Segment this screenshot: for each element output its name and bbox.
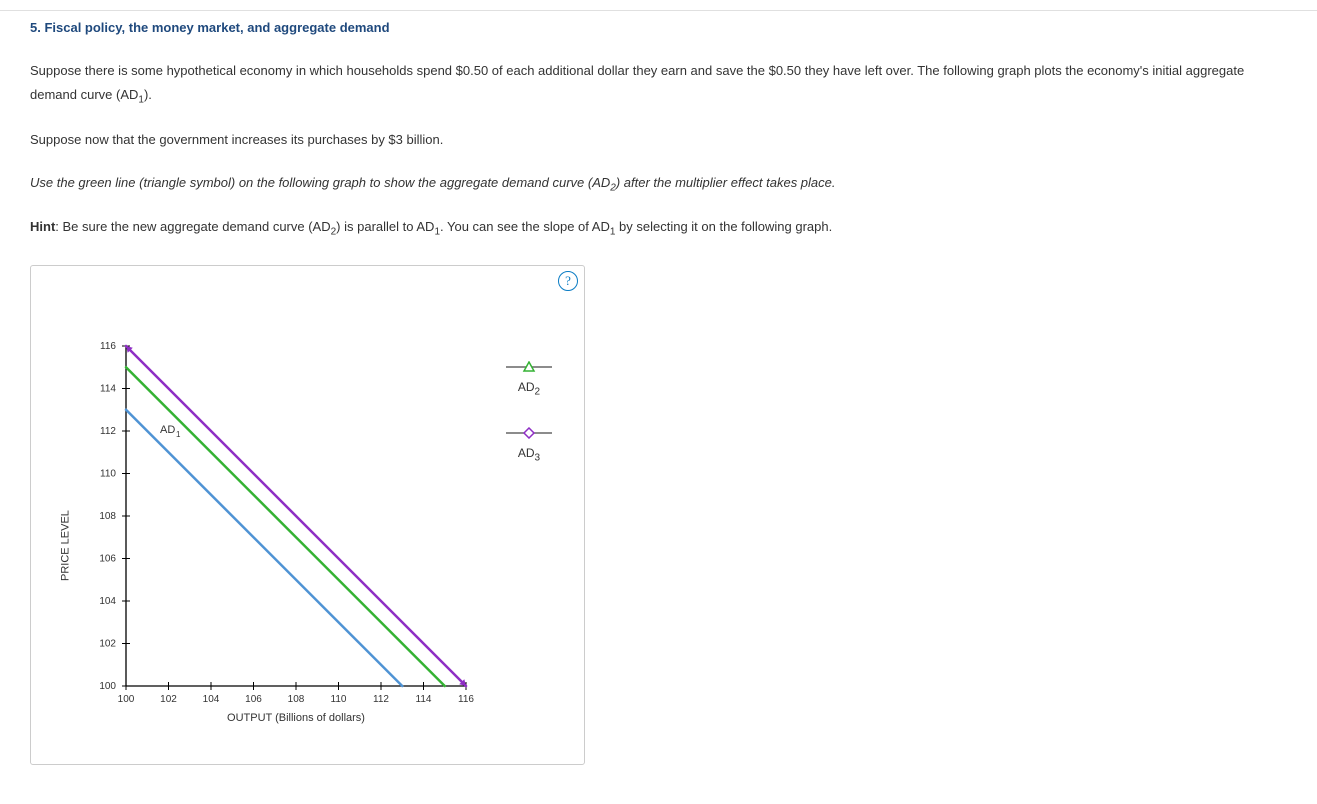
- hint-sym3: AD1: [592, 219, 616, 234]
- svg-text:102: 102: [160, 694, 177, 705]
- paragraph-3-instruction: Use the green line (triangle symbol) on …: [30, 171, 1287, 198]
- p1-text-b: ).: [144, 87, 152, 102]
- svg-text:112: 112: [100, 426, 116, 437]
- p1-text-a: Suppose there is some hypothetical econo…: [30, 63, 1244, 103]
- legend-item-ad3[interactable]: AD3: [499, 427, 559, 465]
- svg-text:100: 100: [118, 694, 135, 705]
- svg-text:112: 112: [373, 694, 389, 705]
- svg-text:116: 116: [100, 341, 116, 352]
- help-icon[interactable]: ?: [558, 271, 578, 291]
- chart-container[interactable]: PRICE LEVEL 1001001021021041041061061081…: [61, 336, 481, 756]
- svg-text:100: 100: [99, 681, 116, 692]
- svg-text:110: 110: [100, 468, 116, 479]
- p3-text-b: ) after the multiplier effect takes plac…: [616, 175, 836, 190]
- top-divider: [0, 10, 1317, 11]
- svg-text:1: 1: [176, 430, 181, 439]
- p3-sym-base: AD: [592, 175, 610, 190]
- legend-ad2-label: AD2: [499, 379, 559, 399]
- svg-text:108: 108: [288, 694, 305, 705]
- hint-sym2: AD1: [416, 219, 440, 234]
- paragraph-1: Suppose there is some hypothetical econo…: [30, 59, 1287, 110]
- diamond-marker-icon: [504, 427, 554, 439]
- svg-text:104: 104: [99, 596, 116, 607]
- svg-text:116: 116: [458, 694, 474, 705]
- svg-text:OUTPUT (Billions of dollars): OUTPUT (Billions of dollars): [227, 712, 365, 724]
- chart-svg[interactable]: 100100 102 102 104 104 106 106 108 108 110 110 112 1…: [61, 336, 481, 756]
- hint-sym1: AD2: [313, 219, 337, 234]
- paragraph-hint: Hint: Be sure the new aggregate demand c…: [30, 215, 1287, 242]
- hint-c: . You can see the slope of: [440, 219, 592, 234]
- svg-text:106: 106: [99, 553, 116, 564]
- question-heading: 5. Fiscal policy, the money market, and …: [30, 16, 1287, 41]
- hint-d: by selecting it on the following graph.: [615, 219, 832, 234]
- svg-text:108: 108: [99, 511, 116, 522]
- svg-text:110: 110: [331, 694, 347, 705]
- graph-legend: AD2 AD3: [499, 361, 559, 494]
- svg-text:114: 114: [100, 383, 116, 394]
- graph-panel: ? PRICE LEVEL 10010010210210410410610610…: [30, 265, 585, 765]
- hint-label: Hint: [30, 219, 55, 234]
- paragraph-2: Suppose now that the government increase…: [30, 128, 1287, 153]
- legend-ad3-label: AD3: [499, 445, 559, 465]
- triangle-marker-icon: [504, 361, 554, 373]
- svg-text:102: 102: [99, 638, 116, 649]
- legend-item-ad2[interactable]: AD2: [499, 361, 559, 399]
- p1-sym-base: AD: [120, 87, 138, 102]
- svg-text:104: 104: [203, 694, 220, 705]
- svg-text:AD: AD: [160, 424, 175, 436]
- svg-text:114: 114: [416, 694, 432, 705]
- svg-text:106: 106: [245, 694, 262, 705]
- p3-text-a: Use the green line (triangle symbol) on …: [30, 175, 592, 190]
- y-axis-label: PRICE LEVEL: [56, 336, 76, 756]
- hint-a: : Be sure the new aggregate demand curve…: [55, 219, 312, 234]
- p3-symbol: AD2: [592, 175, 616, 190]
- p1-symbol: AD1: [120, 87, 144, 102]
- hint-b: ) is parallel to: [336, 219, 416, 234]
